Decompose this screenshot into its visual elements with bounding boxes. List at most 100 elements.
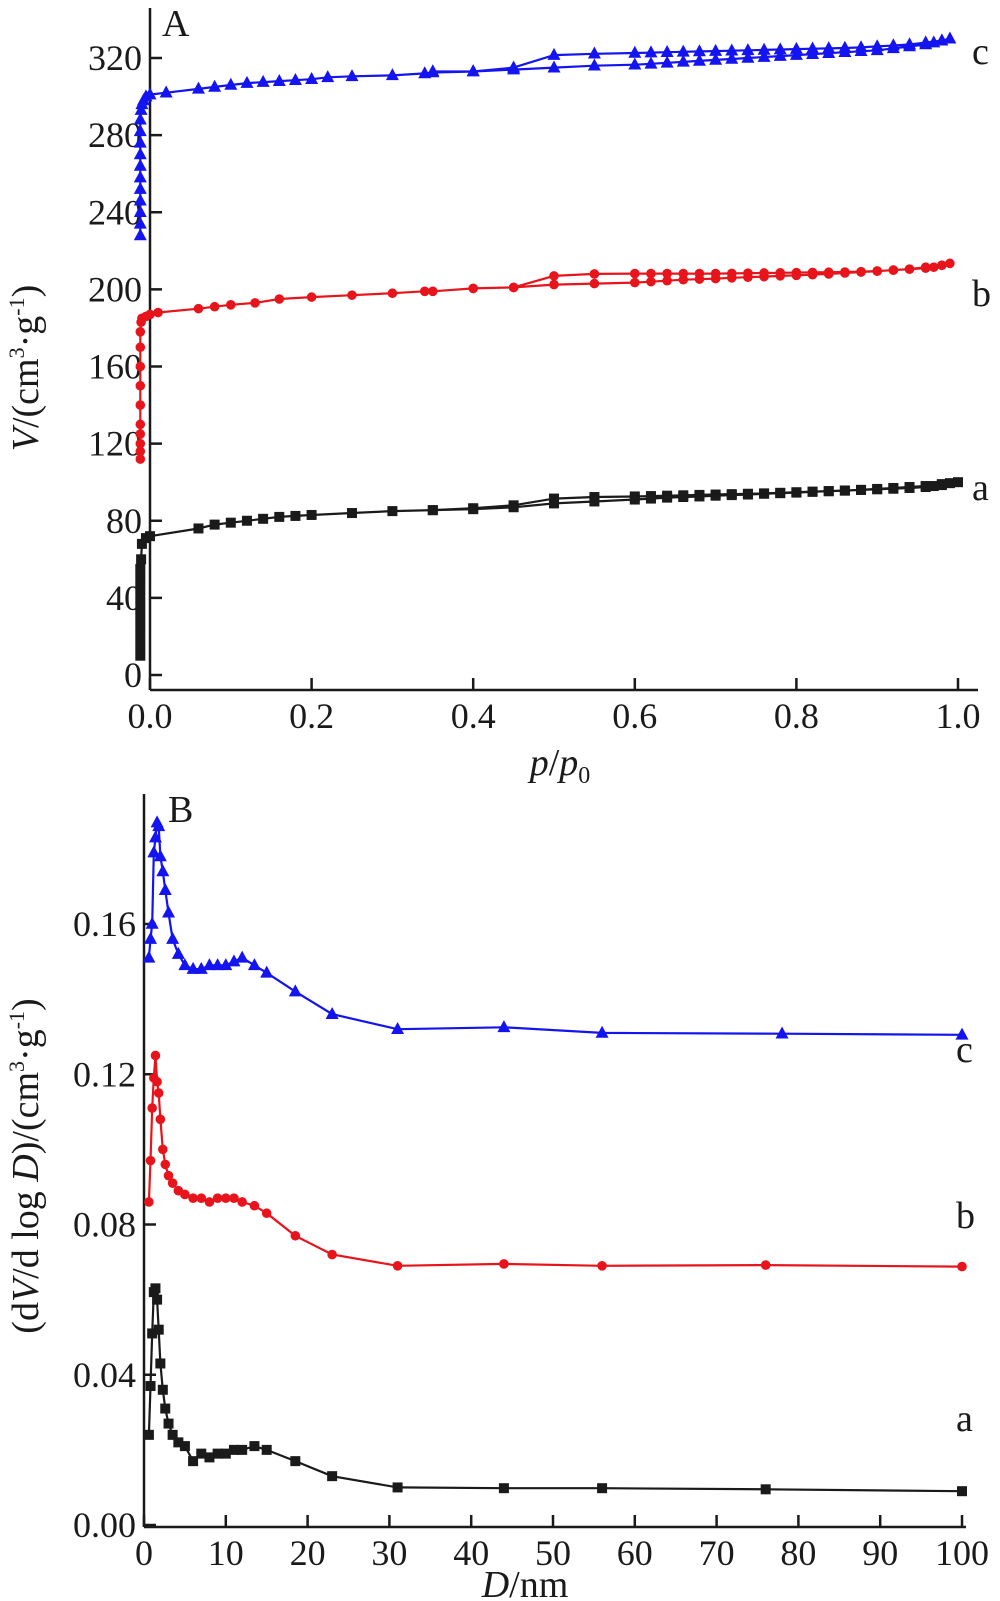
- panel-a-series-a-point: [135, 641, 146, 652]
- panel-b-series-a-point: [157, 1384, 168, 1395]
- panel-b-series-c-point: [775, 1026, 789, 1039]
- panel-a-series-a-point: [135, 563, 146, 574]
- panel-a-series-c-point: [133, 181, 147, 194]
- panel-b-series-b-line: [147, 1055, 963, 1268]
- panel-b-series-a-point: [147, 1328, 158, 1339]
- panel-a-series-b-point: [840, 267, 850, 277]
- panel-a-series-b-point: [135, 419, 146, 430]
- panel-a-series-b-point: [135, 438, 146, 449]
- panel-a-series-b-point: [589, 269, 600, 279]
- panel-a-series-c-point: [773, 42, 787, 55]
- panel-a-series-b-point: [807, 267, 818, 278]
- panel-a-series-a-point: [928, 481, 939, 492]
- panel-a-series-b-point: [347, 290, 357, 300]
- panel-a-series-a-point: [136, 538, 147, 549]
- panel-b-series-b-point: [147, 1103, 157, 1113]
- panel-b-series-a-point: [212, 1448, 223, 1459]
- panel-b-series-c-point: [219, 958, 233, 971]
- panel-a-series-b-point: [135, 342, 146, 353]
- panel-a-series-c-point: [133, 147, 147, 160]
- panel-a-series-c-point: [789, 41, 803, 54]
- panel-b-series-a-point: [143, 1429, 154, 1440]
- panel-b-label: B: [168, 789, 193, 831]
- panel-a-series-a-point: [742, 488, 753, 499]
- panel-b-series-a-point: [957, 1486, 967, 1497]
- panel-a-series-c-point: [676, 54, 690, 67]
- panel-a-series-c-point: [133, 124, 147, 137]
- panel-a-label: A: [162, 3, 190, 45]
- panel-a-series-c-point: [587, 58, 601, 71]
- panel-b-series-c-point: [497, 1020, 511, 1033]
- panel-a-series-a-point: [136, 554, 147, 565]
- panel-b-series-b-point: [196, 1193, 207, 1204]
- panel-a-series-c-point: [644, 56, 658, 69]
- panel-b-x-tick-label: 70: [699, 1533, 735, 1573]
- panel-a-series-c-point: [587, 46, 601, 59]
- panel-a-series-c-point: [741, 50, 755, 63]
- panel-a-series-a-point: [953, 477, 963, 488]
- panel-b-series-c-point: [148, 830, 162, 843]
- panel-a-series-b-point: [743, 268, 753, 278]
- panel-b-series-b-point: [155, 1114, 166, 1125]
- panel-a-series-a-point: [775, 487, 786, 498]
- panel-b-series-c-point: [171, 946, 185, 959]
- panel-a-series-a-point: [135, 631, 146, 642]
- panel-a-series-c-point: [838, 40, 852, 53]
- panel-a-series-b-point: [135, 454, 146, 464]
- panel-b-series-a-point: [173, 1437, 184, 1448]
- panel-b-series-b-point: [290, 1230, 301, 1241]
- panel-a-series-a-point: [135, 602, 146, 613]
- panel-a-series-b-point: [694, 268, 705, 279]
- panel-a-series-c-point: [692, 44, 706, 57]
- panel-a-series-c-point: [676, 44, 690, 57]
- panel-a-series-a-point: [135, 583, 146, 594]
- panel-b-curve-label-c: c: [956, 1029, 973, 1071]
- panel-a-series-b-point: [419, 286, 430, 297]
- panel-b-series-b-point: [327, 1249, 337, 1260]
- panel-b-y-tick-label: 0.16: [73, 904, 136, 944]
- panel-a-series-c-point: [288, 72, 302, 85]
- panel-a-series-a-point: [209, 519, 220, 530]
- panel-a-series-c-point: [507, 60, 521, 73]
- panel-b-series-a-point: [167, 1429, 178, 1440]
- panel-a-series-a-point: [508, 500, 519, 511]
- panel-a-series-c-point: [321, 70, 335, 83]
- panel-a-series-c-point: [709, 52, 723, 65]
- panel-a-series-b-point: [662, 268, 672, 279]
- panel-a-y-tick-label: 120: [88, 424, 142, 464]
- panel-b-y-axis-title: (dV/d log D)/(cm3·g-1): [4, 998, 47, 1333]
- panel-b-series-a-point: [597, 1483, 608, 1494]
- panel-b-series-a-point: [150, 1283, 161, 1294]
- panel-b-series-c-point: [142, 950, 156, 963]
- panel-b-series-a-point: [152, 1294, 163, 1305]
- panel-a-series-c-point: [133, 193, 147, 206]
- panel-b-ticks: 0 10 20 30 40 50 60 70 80 90 100 0.00 0.04 0.08 0.12 0.…: [73, 904, 989, 1573]
- panel-a-series-a-point: [145, 531, 155, 542]
- panel-b-series-b-point: [760, 1260, 771, 1270]
- panel-a-curve-label-c: c: [972, 31, 989, 73]
- panel-a-series-a-point: [193, 523, 204, 534]
- panel-a-x-tick-label: 0.0: [128, 696, 173, 736]
- panel-a-series-a-point: [241, 515, 252, 526]
- panel-b-series-c-point: [325, 1006, 339, 1019]
- panel-a-series-b-point: [726, 268, 737, 279]
- panel-a-series-a-point: [944, 478, 955, 489]
- panel-a-y-tick-label: 0: [124, 655, 142, 695]
- panel-a-series-b-point: [678, 268, 689, 279]
- panel-a-series-a-point: [387, 506, 398, 517]
- panel-b-series-c-point: [145, 916, 159, 929]
- panel-b-series-c-point: [202, 958, 216, 971]
- panel-a-series-c-point: [133, 228, 147, 241]
- panel-b-series-a-point: [163, 1418, 174, 1429]
- panel-a-series-a-point: [427, 505, 438, 516]
- panel-b-series-c-point: [235, 950, 249, 963]
- panel-a-series-a-point: [726, 489, 737, 500]
- panel-b-series-b-point: [221, 1193, 231, 1204]
- panel-b-series-a-point: [160, 1403, 171, 1414]
- panel-a-curve-label-a: a: [972, 467, 989, 509]
- panel-a-series-a-point: [258, 513, 269, 524]
- panel-a-series-a-point: [888, 482, 899, 493]
- panel-a-series-c-point: [133, 112, 147, 125]
- panel-a-series-b-point: [226, 300, 236, 310]
